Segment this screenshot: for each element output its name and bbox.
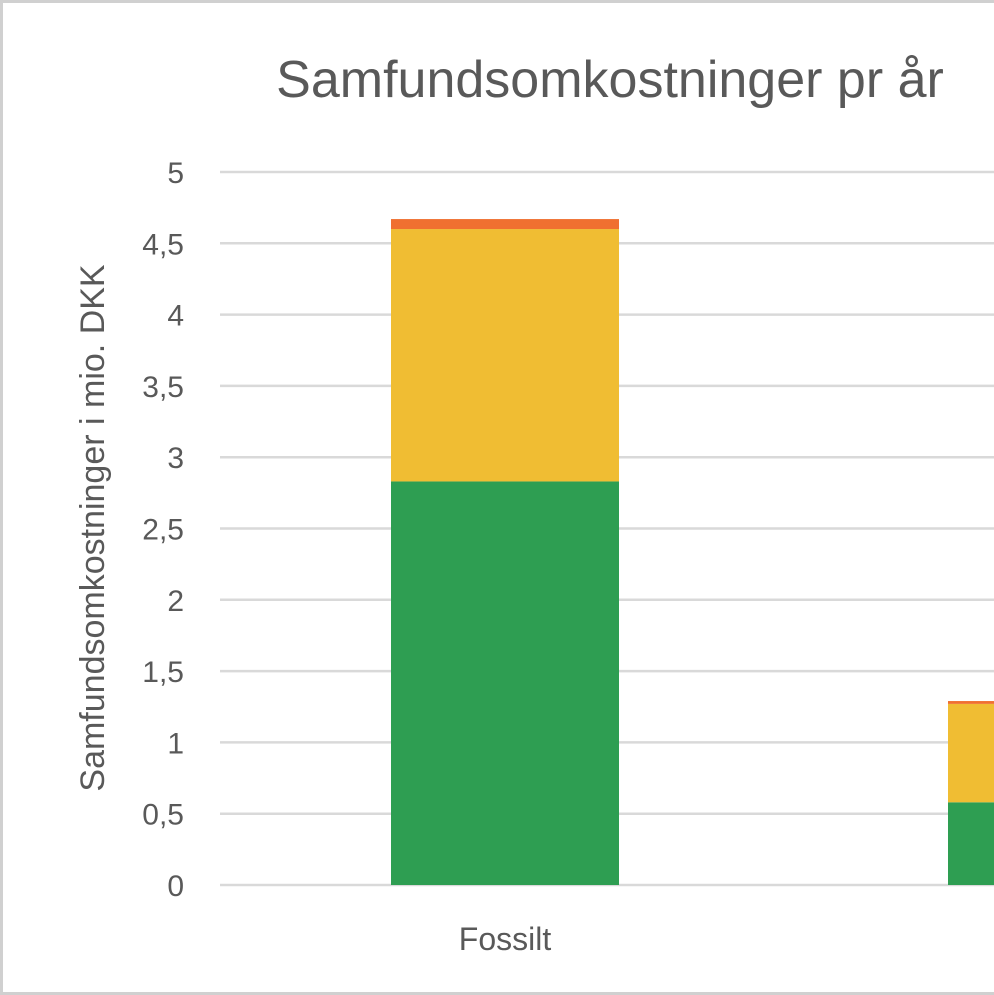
bar-segment-b-2	[948, 701, 994, 704]
y-tick-label: 1,5	[142, 656, 184, 689]
y-tick-label: 2	[167, 585, 184, 618]
chart-title: Samfundsomkostninger pr år	[276, 51, 944, 109]
y-tick-labels: 0 0,5 1 1,5 2 2,5 3 3,5 4 4,5 5	[142, 157, 184, 903]
category-labels: FossiltB	[459, 921, 552, 957]
y-tick-label: 5	[167, 157, 184, 190]
y-tick-label: 3	[167, 442, 184, 475]
bar-segment-fossilt-0	[391, 481, 619, 885]
bar-segment-fossilt-1	[391, 229, 619, 482]
bar-layer	[391, 219, 994, 885]
y-axis-label: Samfundsomkostninger i mio. DKK	[74, 264, 112, 792]
y-tick-label: 0	[167, 870, 184, 903]
y-tick-label: 0,5	[142, 799, 184, 832]
y-tick-label: 2,5	[142, 514, 184, 547]
y-tick-label: 4,5	[142, 228, 184, 261]
category-label: Fossilt	[459, 921, 552, 957]
y-tick-label: 4	[167, 300, 184, 333]
bar-segment-b-1	[948, 703, 994, 803]
y-tick-label: 1	[167, 727, 184, 760]
bar-segment-b-0	[948, 802, 994, 885]
y-tick-label: 3,5	[142, 371, 184, 404]
bar-segment-fossilt-2	[391, 219, 619, 230]
